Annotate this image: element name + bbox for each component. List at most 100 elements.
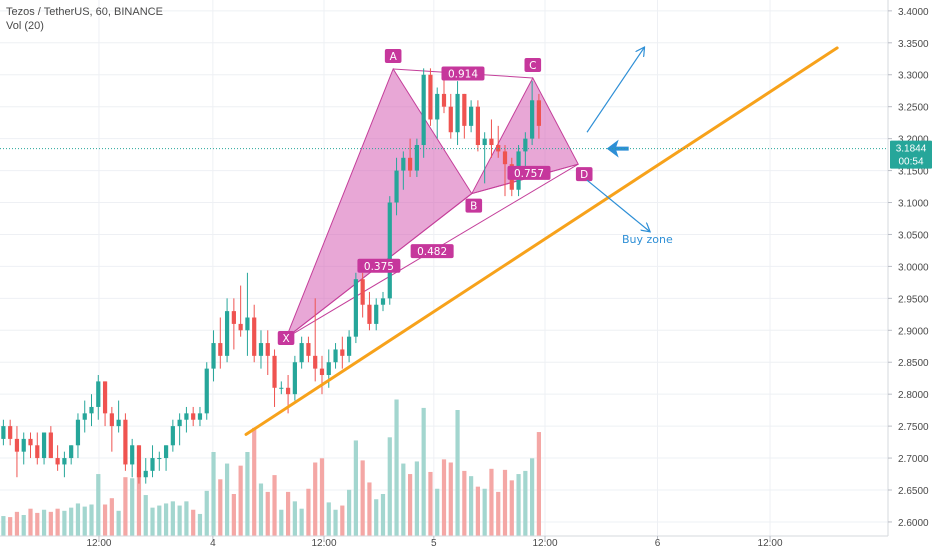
candle-body	[475, 106, 480, 146]
trendline-layer[interactable]	[244, 46, 839, 436]
volume-bar	[163, 503, 169, 536]
candle-body	[435, 93, 440, 120]
volume-bar	[448, 462, 453, 536]
candle-body	[414, 145, 419, 171]
price-tick-label[interactable]: 3.1500	[898, 167, 929, 178]
candle-body	[394, 170, 399, 203]
price-tick-label[interactable]: 3.0000	[898, 262, 929, 273]
candle-body	[75, 419, 81, 446]
volume-bar	[340, 505, 345, 536]
candle-body	[523, 138, 528, 152]
volume-bar	[177, 505, 182, 536]
candle-body	[96, 381, 101, 407]
candle-body	[346, 336, 352, 356]
time-tick-label[interactable]: 12:00	[532, 538, 557, 549]
volume-bar	[62, 510, 67, 536]
price-tick-label[interactable]: 3.3500	[898, 39, 929, 50]
volume-bar	[150, 507, 155, 536]
price-tick-label[interactable]: 3.2500	[898, 103, 929, 114]
volume-bar	[14, 511, 20, 536]
volume-bar	[116, 510, 121, 536]
volume-bar	[414, 461, 419, 536]
projection-arrow[interactable]	[586, 179, 649, 231]
volume-bar	[387, 437, 392, 536]
time-tick-label[interactable]: 4	[210, 538, 216, 549]
candle-body	[380, 298, 386, 305]
price-tick-label[interactable]: 3.1000	[898, 199, 929, 210]
ratio-label: 0.375	[364, 261, 394, 273]
time-tick-label[interactable]: 6	[655, 538, 661, 549]
candle-body	[258, 343, 264, 356]
volume-indicator-title[interactable]: Vol (20)	[6, 20, 44, 32]
candlesticks	[1, 68, 542, 484]
volume-bar	[55, 508, 60, 536]
candle-body	[163, 445, 169, 459]
candle-body	[123, 419, 128, 465]
price-tick-label[interactable]: 2.7500	[898, 422, 929, 433]
candle-body	[469, 106, 474, 126]
ratio-label: 0.757	[514, 168, 544, 180]
volume-bar	[21, 515, 26, 536]
candle-body	[89, 406, 94, 414]
price-tick-label[interactable]: 3.0500	[898, 230, 929, 241]
price-tick-label[interactable]: 2.7000	[898, 454, 929, 465]
volume-bar	[28, 508, 33, 536]
volume-bar	[170, 501, 175, 536]
price-tick-label[interactable]: 2.8500	[898, 358, 929, 369]
candle-body	[28, 438, 33, 446]
volume-bar	[319, 458, 325, 536]
candle-body	[130, 445, 135, 465]
point-label-d-box	[575, 167, 593, 182]
price-tick-label[interactable]: 3.3000	[898, 71, 929, 82]
current-price-tag[interactable]	[890, 140, 932, 169]
candle-body	[82, 413, 87, 420]
price-tick-label[interactable]: 2.9500	[898, 294, 929, 305]
ratio-label: 0.914	[448, 68, 478, 80]
candle-body	[367, 304, 372, 324]
candle-body	[14, 438, 20, 452]
point-label-c-box	[524, 57, 542, 72]
annotation-layer[interactable]: Buy zone	[586, 48, 673, 246]
candle-body	[401, 157, 406, 171]
candle-body	[8, 426, 13, 439]
candle-body	[197, 413, 203, 420]
volume-bar	[48, 511, 53, 536]
price-tick-label[interactable]: 2.8000	[898, 390, 929, 401]
price-tick-label[interactable]: 2.6500	[898, 486, 929, 497]
volume-bar	[408, 474, 413, 536]
candle-body	[360, 279, 365, 305]
time-tick-label[interactable]: 12:00	[758, 538, 783, 549]
volume-bar	[143, 495, 148, 536]
ratio-label-box	[357, 258, 401, 273]
candle-body	[211, 343, 216, 369]
volume-bar	[272, 475, 277, 536]
candle-body	[1, 426, 6, 439]
candle-body	[292, 362, 297, 395]
candle-body	[238, 323, 243, 331]
candle-body	[279, 387, 284, 389]
time-tick-label[interactable]: 12:00	[312, 538, 337, 549]
price-tick-label[interactable]: 3.4000	[898, 7, 929, 18]
volume-bars	[1, 399, 542, 536]
price-tick-label[interactable]: 3.2000	[898, 135, 929, 146]
symbol-title[interactable]: Tezos / TetherUS, 60, BINANCE	[6, 6, 163, 18]
time-tick-label[interactable]: 12:00	[86, 538, 111, 549]
current-price-value: 3.1844	[896, 144, 927, 155]
volume-bar	[41, 509, 47, 536]
candle-body	[272, 355, 277, 388]
projection-arrow[interactable]	[586, 48, 644, 133]
price-tick-label[interactable]: 2.6000	[898, 518, 929, 529]
trendline[interactable]	[244, 46, 839, 436]
volume-bar	[258, 483, 264, 536]
candle-body	[35, 445, 40, 459]
time-tick-label[interactable]: 5	[431, 538, 437, 549]
candle-body	[265, 343, 270, 356]
volume-bar	[509, 480, 514, 536]
volume-bar	[346, 489, 352, 536]
volume-bar	[218, 479, 223, 536]
price-tick-label[interactable]: 2.9000	[898, 326, 929, 337]
candle-body	[102, 381, 108, 414]
volume-bar	[89, 504, 94, 536]
